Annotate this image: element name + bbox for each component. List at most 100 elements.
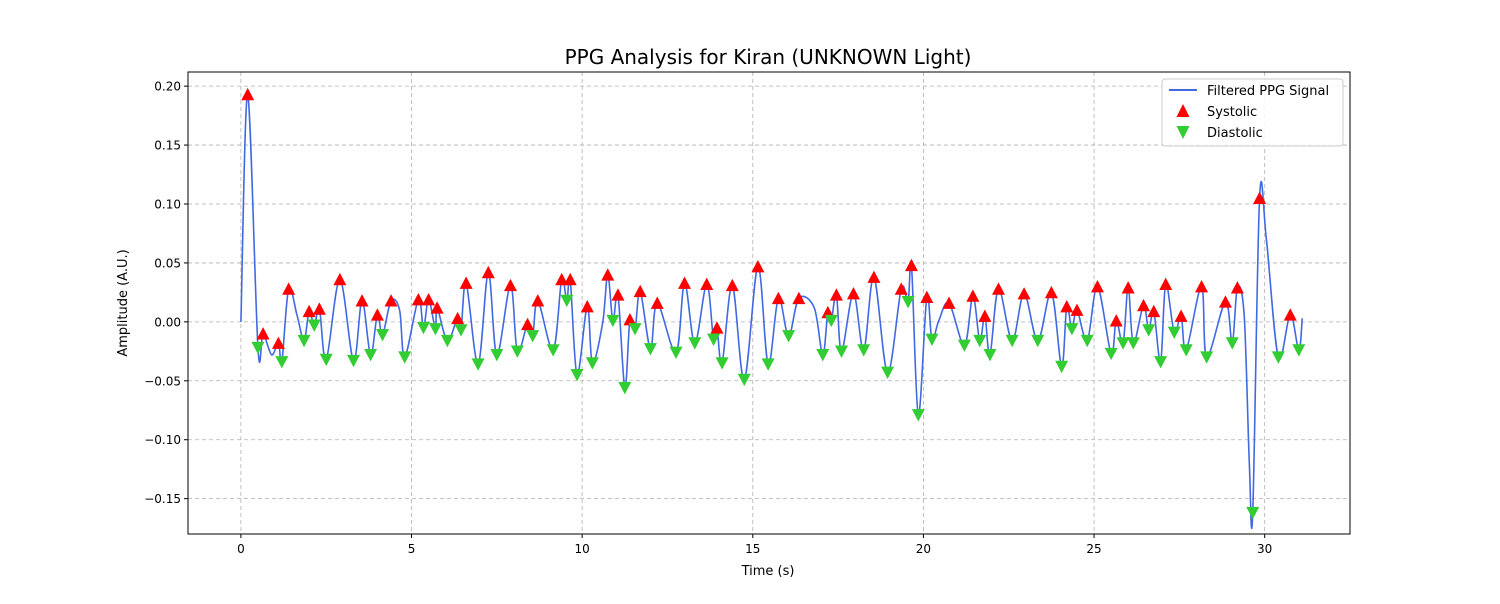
diastolic-marker [737, 373, 751, 387]
systolic-marker [751, 259, 765, 273]
diastolic-marker [1167, 326, 1181, 339]
systolic-marker [633, 284, 647, 298]
x-axis-ticks: 0 5 10 15 20 25 30 [237, 534, 1272, 556]
systolic-marker [611, 288, 625, 301]
systolic-marker [1159, 277, 1173, 290]
systolic-marker [271, 336, 285, 349]
systolic-marker [370, 308, 384, 321]
systolic-marker [904, 258, 918, 272]
systolic-marker [978, 309, 992, 322]
systolic-marker [580, 300, 594, 313]
systolic-marker [333, 272, 347, 286]
systolic-marker [1147, 304, 1161, 318]
systolic-marker [1017, 287, 1031, 300]
y-tick-label: 0.15 [154, 139, 181, 153]
diastolic-marker [428, 323, 442, 336]
diastolic-marker [440, 334, 454, 348]
diastolic-marker [307, 319, 321, 332]
systolic-marker [1137, 298, 1151, 312]
systolic-marker [555, 272, 569, 286]
diastolic-marker [1271, 351, 1285, 364]
systolic-marker [459, 276, 473, 289]
diastolic-marker [925, 333, 939, 347]
systolic-marker [1121, 281, 1135, 294]
systolic-markers [241, 87, 1297, 349]
legend-diastolic-triangle-icon [1176, 126, 1190, 139]
diastolic-marker [643, 343, 657, 356]
systolic-marker [678, 276, 692, 289]
diastolic-marker [454, 324, 468, 337]
y-tick-label: −0.15 [144, 492, 181, 506]
systolic-marker [1070, 303, 1084, 316]
diastolic-marker [1200, 351, 1214, 364]
systolic-marker [1174, 309, 1188, 322]
diastolic-marker [715, 357, 729, 370]
systolic-marker [700, 277, 714, 290]
diastolic-marker [585, 357, 599, 370]
diastolic-marker [1116, 337, 1130, 350]
y-axis-label: Amplitude (A.U.) [116, 249, 131, 356]
systolic-marker [771, 291, 785, 305]
systolic-marker [384, 294, 398, 307]
diastolic-marker [857, 344, 871, 357]
plot-frame [187, 71, 1351, 535]
systolic-marker [422, 292, 436, 306]
diastolic-marker [782, 330, 796, 343]
diastolic-marker [546, 344, 560, 357]
diastolic-marker [364, 349, 378, 362]
systolic-marker [256, 327, 270, 340]
diastolic-marker [526, 330, 540, 343]
diastolic-marker [957, 339, 971, 352]
diastolic-marker [416, 321, 430, 335]
legend: Filtered PPG Signal Systolic Diastolic [1161, 78, 1344, 147]
systolic-marker [1060, 300, 1074, 313]
x-tick-label: 20 [916, 542, 931, 556]
systolic-marker [1283, 308, 1297, 321]
diastolic-marker [824, 314, 838, 328]
systolic-marker [430, 301, 444, 314]
grid-lines [188, 72, 1350, 534]
systolic-marker [411, 292, 425, 306]
systolic-marker [623, 313, 637, 326]
y-tick-label: 0.20 [154, 80, 181, 94]
y-tick-label: −0.05 [144, 374, 181, 388]
diastolic-marker [560, 294, 574, 308]
diastolic-marker [707, 333, 721, 347]
diastolic-marker [983, 349, 997, 362]
diastolic-marker [347, 354, 361, 368]
systolic-marker [920, 290, 934, 303]
y-tick-label: −0.10 [144, 433, 181, 447]
systolic-marker [1218, 295, 1232, 308]
diastolic-marker [275, 356, 289, 369]
diastolic-marker [1104, 347, 1118, 361]
x-tick-label: 5 [408, 542, 416, 556]
systolic-marker [1230, 281, 1244, 294]
systolic-marker [521, 317, 535, 331]
diastolic-marker [911, 409, 925, 422]
diastolic-marker [901, 295, 915, 309]
systolic-marker [725, 278, 739, 292]
diastolic-marker [1055, 360, 1069, 374]
diastolic-marker [618, 382, 632, 395]
legend-diastolic-label: Diastolic [1207, 126, 1263, 141]
diastolic-marker [376, 328, 390, 342]
systolic-marker [241, 87, 255, 101]
systolic-marker [1090, 280, 1104, 293]
systolic-marker [846, 287, 860, 300]
systolic-marker [1253, 191, 1267, 204]
systolic-marker [531, 294, 545, 307]
diastolic-marker [1292, 344, 1306, 357]
systolic-marker [867, 270, 881, 283]
y-axis-ticks: 0.20 0.15 0.10 0.05 0.00 −0.05 −0.10 −0.15 [144, 80, 188, 506]
diastolic-marker [669, 346, 683, 359]
diastolic-marker [761, 358, 775, 371]
systolic-marker [355, 294, 369, 307]
diastolic-marker [1225, 337, 1239, 350]
systolic-marker [503, 278, 517, 292]
x-tick-label: 10 [575, 542, 590, 556]
systolic-marker [451, 311, 465, 325]
diastolic-marker [490, 349, 504, 362]
diastolic-marker [319, 353, 333, 367]
diastolic-marker [835, 345, 849, 358]
